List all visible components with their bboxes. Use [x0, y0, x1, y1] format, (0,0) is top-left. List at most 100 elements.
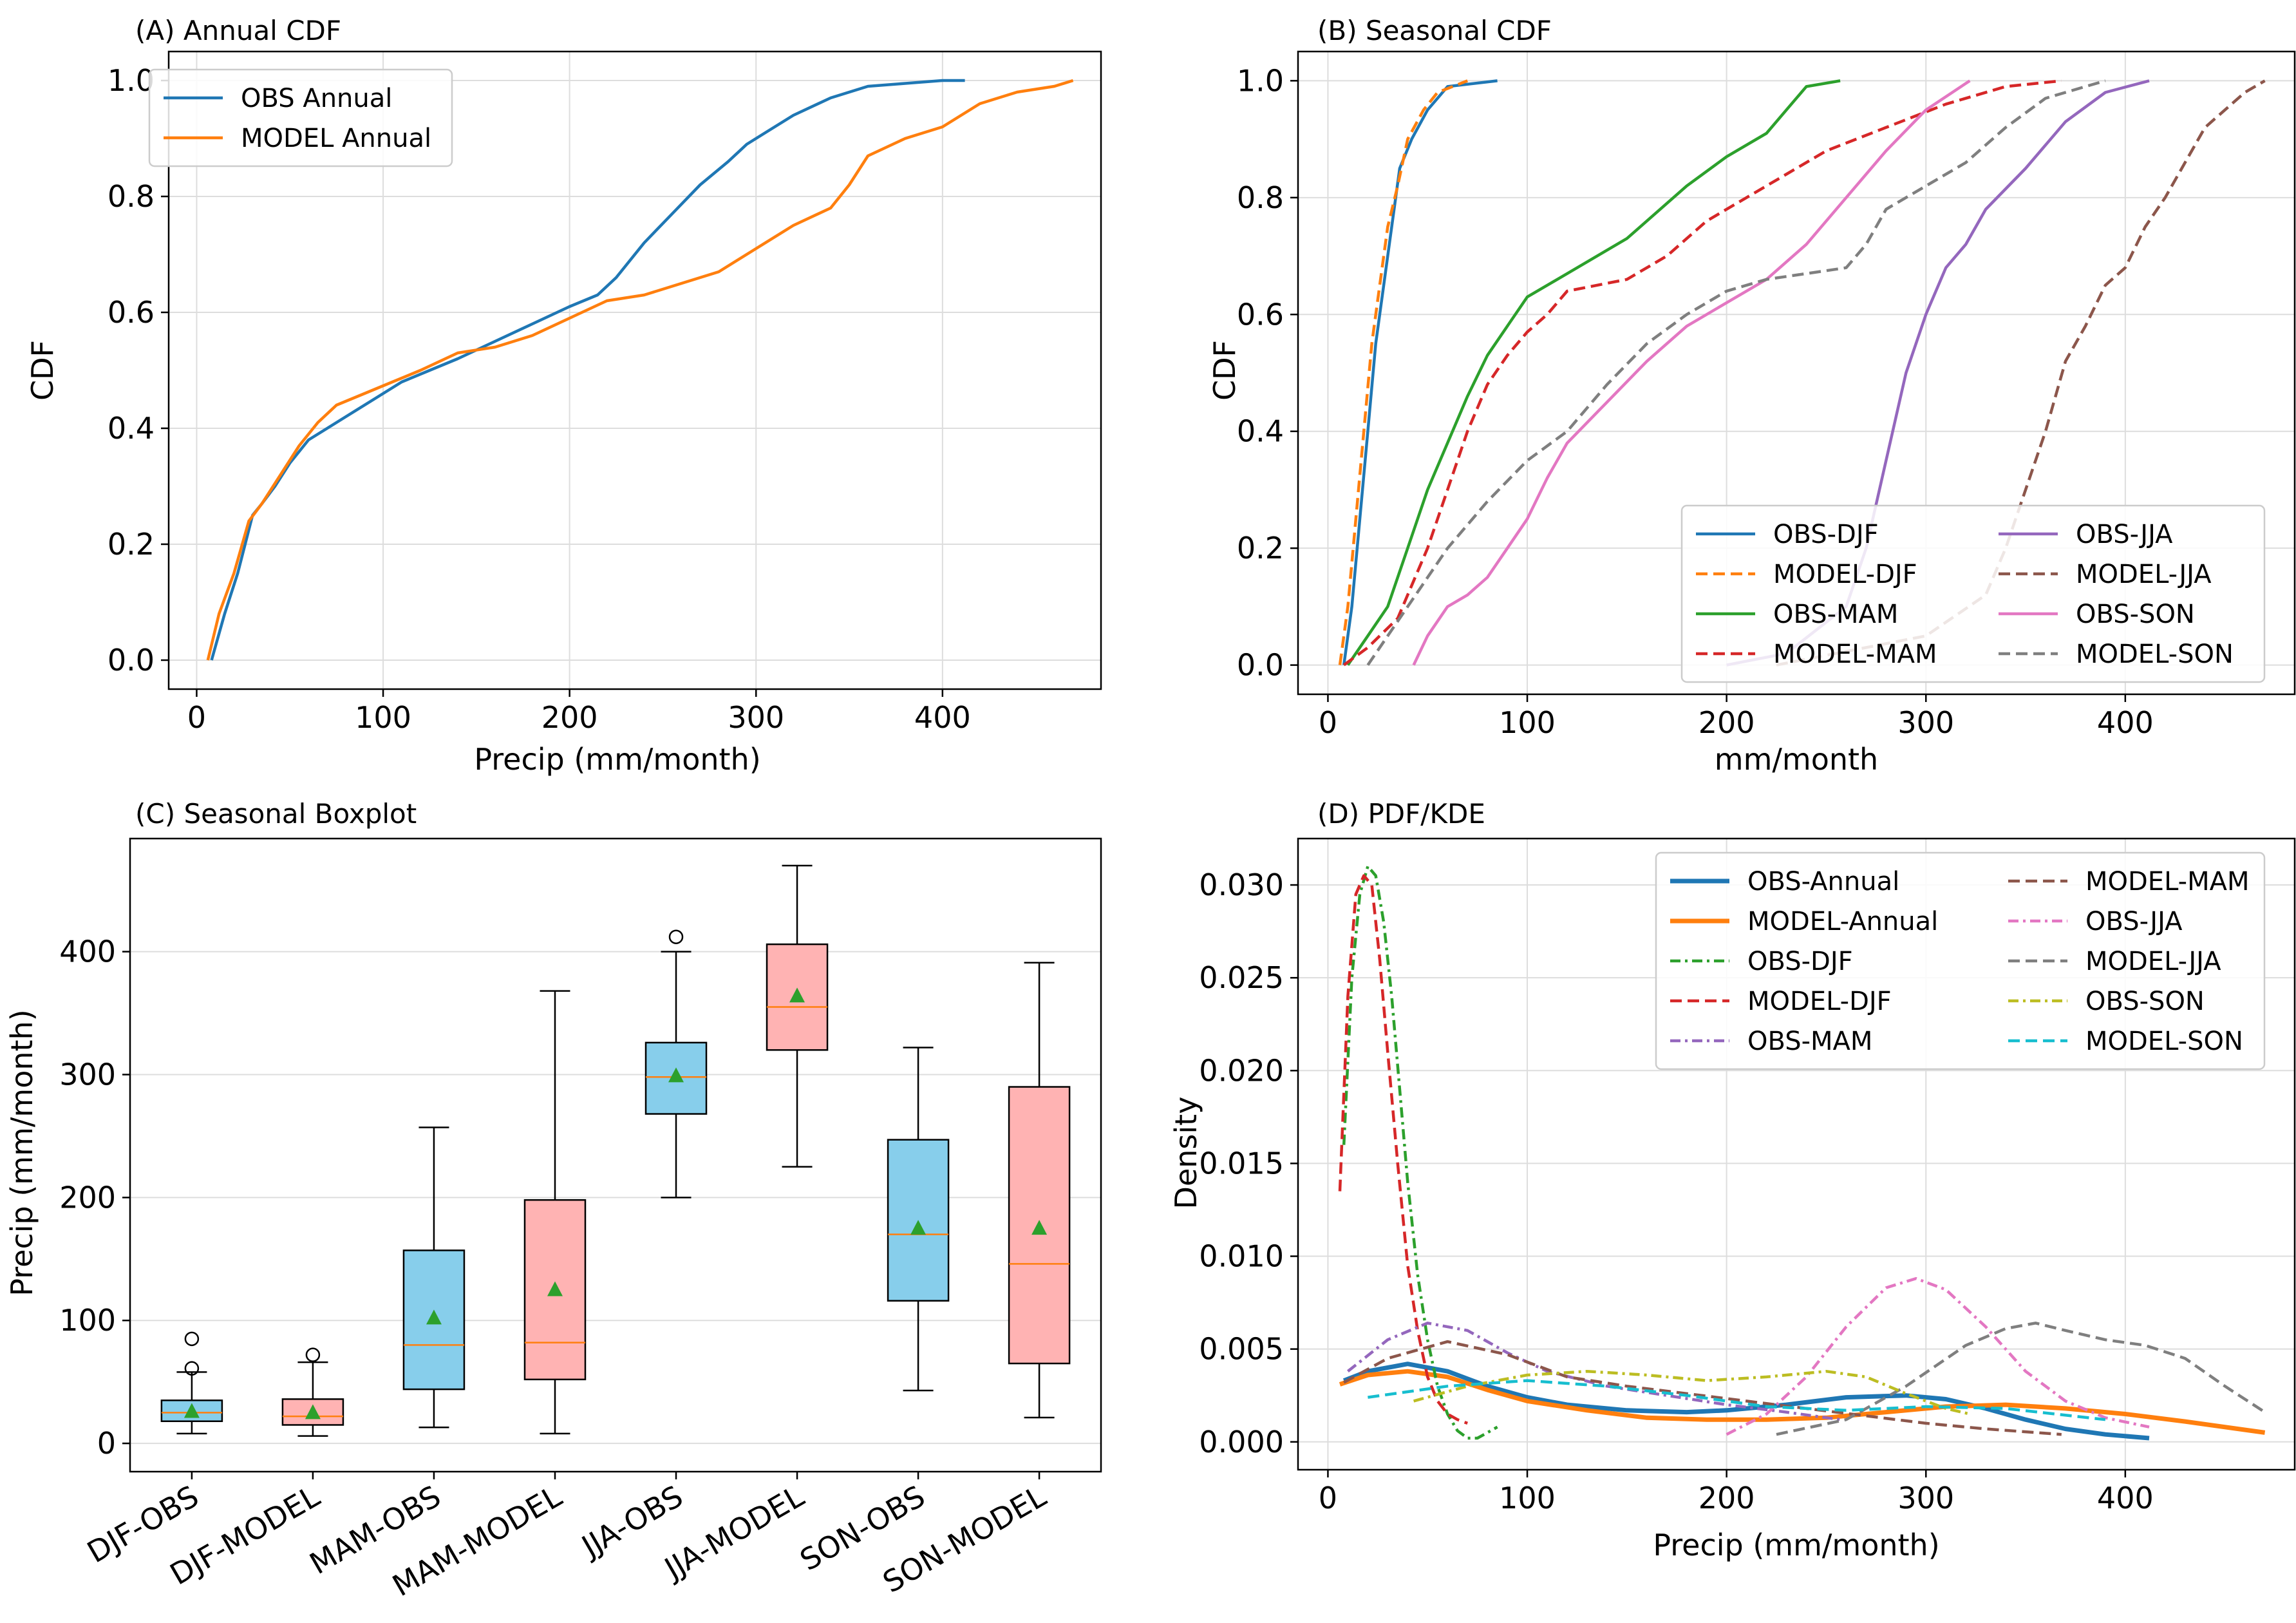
- panel-b-legend-label: MODEL-SON: [2076, 640, 2234, 669]
- panel-d-ytick-label: 0.020: [1199, 1053, 1284, 1088]
- panel-b-ytick-label: 0.8: [1237, 180, 1284, 215]
- panel-b-legend-label: OBS-SON: [2076, 600, 2195, 629]
- panel-b-series-model-mam: [1342, 79, 2062, 667]
- box-mam-model-mean-marker: [547, 1281, 563, 1296]
- panel-a-series-obs-annual: [210, 79, 965, 661]
- box-djf-obs-flier: [184, 1331, 200, 1347]
- panel-a-xtick-label: 300: [728, 700, 784, 735]
- panel-d-ytick-label: 0.000: [1199, 1425, 1284, 1459]
- panel-c-ytick-label: 400: [59, 935, 116, 969]
- panel-a-legend-label: OBS Annual: [241, 84, 392, 113]
- panel-b-title: (B) Seasonal CDF: [1317, 15, 1552, 46]
- panel-d-xtick-label: 400: [2097, 1481, 2154, 1515]
- box-jja-obs-flier: [668, 929, 684, 944]
- panel-d-series-model-jja: [1776, 1322, 2266, 1436]
- panel-d-series-obs-jja: [1726, 1277, 2150, 1436]
- panel-d-legend-box: [1655, 851, 2266, 1070]
- panel-b-ytick-label: 0.0: [1237, 648, 1284, 683]
- panel-c-axes-frame: [129, 837, 1102, 1473]
- panel-c-ytick-label: 0: [97, 1426, 116, 1461]
- panel-b-legend-box: [1680, 504, 2266, 683]
- panel-d-legend-label: MODEL-JJA: [2085, 947, 2221, 976]
- panel-a-annual-cdf: (A) Annual CDF 0 100 200 300 400 0.0 0.2 0.4 0.6…: [25, 15, 1102, 777]
- panel-d-pdf-kde: (D) PDF/KDE 0 100 200 300 400 0.000 0.005 0.010…: [1169, 798, 2296, 1562]
- panel-a-xlabel: Precip (mm/month): [474, 742, 760, 777]
- panel-a-xtick-label: 400: [914, 700, 971, 735]
- panel-b-series-model-son: [1366, 79, 2106, 666]
- panel-d-series-model-son: [1368, 1379, 2106, 1421]
- panel-d-ytick-label: 0.010: [1199, 1239, 1284, 1274]
- panel-d-ytick-label: 0.030: [1199, 868, 1284, 902]
- panel-a-axes-frame: [167, 50, 1102, 690]
- panel-d-series-obs-mam: [1347, 1322, 1841, 1421]
- panel-d-series-model-djf: [1338, 874, 1468, 1425]
- panel-d-series-obs-son: [1413, 1369, 1970, 1416]
- panel-d-xtick-label: 300: [1897, 1481, 1954, 1515]
- box-jja-model-mean-marker: [789, 987, 805, 1003]
- panel-a-ytick-label: 0.2: [108, 527, 155, 562]
- panel-d-legend-label: OBS-MAM: [1747, 1027, 1872, 1056]
- panel-b-legend-label: OBS-JJA: [2076, 520, 2173, 549]
- panel-a-ytick-label: 1.0: [108, 63, 155, 98]
- panel-d-legend-label: MODEL-MAM: [2085, 867, 2249, 897]
- panel-d-legend-label: OBS-JJA: [2085, 907, 2183, 936]
- panel-a-ytick-label: 0.6: [108, 295, 155, 330]
- panel-d-series-obs-djf: [1342, 864, 1498, 1440]
- panel-a-xtick-label: 200: [541, 700, 598, 735]
- panel-b-legend-label: MODEL-JJA: [2076, 560, 2212, 589]
- panel-d-ylabel: Density: [1169, 1097, 1203, 1210]
- panel-a-xtick-label: 100: [355, 700, 411, 735]
- panel-b-series-obs-djf: [1342, 79, 1498, 665]
- panel-b-legend-label: MODEL-MAM: [1773, 640, 1937, 669]
- panel-d-series-model-annual: [1339, 1369, 2266, 1435]
- panel-a-xtick-label: 0: [187, 700, 206, 735]
- panel-d-series-obs-annual: [1342, 1362, 2150, 1441]
- panel-d-legend-label: OBS-Annual: [1747, 867, 1899, 897]
- panel-a-title: (A) Annual CDF: [135, 15, 341, 46]
- panel-b-series-model-jja: [1776, 79, 2266, 667]
- panel-c-ytick-label: 300: [59, 1057, 116, 1092]
- panel-d-title: (D) PDF/KDE: [1317, 798, 1485, 830]
- panel-b-series-obs-son: [1412, 79, 1971, 666]
- panel-b-series-model-djf: [1338, 79, 1469, 665]
- panel-b-ytick-label: 0.6: [1237, 297, 1284, 332]
- panel-b-axes-frame: [1297, 50, 2296, 696]
- box-djf-obs-mean-marker: [183, 1403, 200, 1418]
- panel-d-xtick-label: 0: [1319, 1481, 1337, 1515]
- panel-c-ytick-label: 100: [59, 1303, 116, 1338]
- panel-b-series-obs-mam: [1346, 79, 1841, 666]
- box-djf-obs-flier: [184, 1361, 200, 1376]
- panel-b-ytick-label: 1.0: [1237, 63, 1284, 98]
- panel-d-xtick-label: 200: [1698, 1481, 1755, 1515]
- panel-c-ytick-label: 200: [59, 1180, 116, 1215]
- panel-b-legend-label: MODEL-DJF: [1773, 560, 1917, 589]
- box-jja-obs-mean-marker: [668, 1067, 684, 1083]
- panel-b-ytick-label: 0.2: [1237, 531, 1284, 565]
- panel-a-ytick-label: 0.4: [108, 411, 155, 446]
- panel-d-ytick-label: 0.005: [1199, 1332, 1284, 1367]
- panel-d-ytick-label: 0.015: [1199, 1146, 1284, 1181]
- panel-a-ytick-label: 0.8: [108, 179, 155, 214]
- box-djf-model-iqr: [281, 1398, 344, 1426]
- box-son-model-mean-marker: [1031, 1220, 1048, 1235]
- panel-b-xtick-label: 100: [1499, 705, 1556, 740]
- panel-a-legend-box: [148, 68, 453, 167]
- box-son-obs-mean-marker: [910, 1220, 927, 1235]
- panel-d-legend-label: OBS-DJF: [1747, 947, 1853, 976]
- panel-b-ytick-label: 0.4: [1237, 414, 1284, 449]
- panel-a-legend-label: MODEL Annual: [241, 124, 431, 153]
- panel-b-xtick-label: 200: [1698, 705, 1755, 740]
- panel-d-legend-label: MODEL-SON: [2085, 1027, 2243, 1056]
- panel-d-xtick-label: 100: [1499, 1481, 1556, 1515]
- panel-d-ytick-label: 0.025: [1199, 960, 1284, 995]
- panel-a-ytick-label: 0.0: [108, 643, 155, 678]
- panel-d-legend-label: MODEL-DJF: [1747, 987, 1892, 1016]
- box-djf-model-mean-marker: [305, 1404, 321, 1419]
- panel-d-xlabel: Precip (mm/month): [1653, 1528, 1939, 1562]
- panel-d-series-model-mam: [1343, 1340, 2062, 1436]
- panel-d-axes-frame: [1297, 837, 2296, 1471]
- box-djf-model-flier: [305, 1347, 321, 1362]
- panel-b-ylabel: CDF: [1207, 340, 1242, 401]
- box-mam-obs-mean-marker: [426, 1309, 442, 1325]
